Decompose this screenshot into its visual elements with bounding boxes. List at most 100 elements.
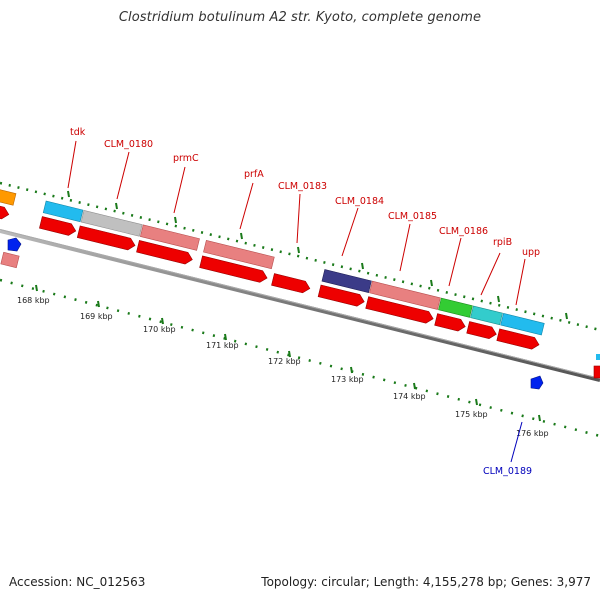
- feature-clm-0180[interactable]: [80, 209, 143, 237]
- outer-tick: [361, 262, 364, 270]
- inner-tick: [538, 414, 541, 422]
- leader-clm-0185: [399, 223, 411, 272]
- gene-label-clm-0180[interactable]: CLM_0180: [104, 139, 153, 150]
- gene-label-clm-0186[interactable]: CLM_0186: [439, 226, 488, 237]
- genes-label: Genes:: [510, 575, 553, 589]
- cds-arrow-clm-0184[interactable]: [317, 284, 366, 308]
- cds-arrow-clm-0185[interactable]: [365, 296, 435, 325]
- inner-tick: [288, 350, 291, 358]
- length-label: Length:: [373, 575, 420, 589]
- kbp-label-170: 170 kbp: [143, 325, 176, 334]
- feature-clm-0186[interactable]: [438, 297, 473, 318]
- feature-edge-right-cyan[interactable]: [596, 354, 600, 360]
- kbp-label-168: 168 kbp: [17, 296, 50, 305]
- inner-dotted-scale: [0, 278, 600, 438]
- topology-value: circular: [321, 575, 366, 589]
- kbp-label-169: 169 kbp: [80, 312, 113, 321]
- genome-title: Clostridium botulinum A2 str. Kyoto, com…: [118, 10, 482, 25]
- leader-prmc: [173, 166, 186, 214]
- topology-label: Topology:: [261, 575, 318, 589]
- gene-label-clm-0189[interactable]: CLM_0189: [483, 466, 532, 477]
- gene-label-clm-0185[interactable]: CLM_0185: [388, 211, 437, 222]
- genome-backbone-highlight: [0, 229, 600, 379]
- gene-label-tdk[interactable]: tdk: [70, 127, 86, 138]
- outer-dotted-scale: [0, 181, 600, 332]
- feature-clm-0189[interactable]: [530, 375, 544, 390]
- genes-value: 3,977: [556, 575, 591, 589]
- gene-label-upp[interactable]: upp: [522, 247, 540, 258]
- inner-tick: [97, 300, 100, 308]
- kbp-label-175: 175 kbp: [455, 410, 488, 419]
- feature-prmc[interactable]: [139, 224, 200, 251]
- outer-tick: [297, 246, 300, 254]
- leader-rpib: [480, 252, 501, 296]
- genome-stats: Topology: circular; Length: 4,155,278 bp…: [261, 575, 591, 589]
- outer-tick: [115, 202, 118, 210]
- leader-clm-0180: [116, 151, 130, 200]
- feature-upp[interactable]: [500, 313, 545, 336]
- inner-tick: [35, 284, 38, 292]
- kbp-scale-labels: 168 kbp 169 kbp 170 kbp 171 kbp 172 kbp …: [17, 296, 549, 438]
- kbp-label-176: 176 kbp: [516, 429, 549, 438]
- length-value: 4,155,278 bp: [422, 575, 503, 589]
- feature-rpib[interactable]: [470, 305, 503, 326]
- outer-tick: [430, 279, 433, 287]
- minus-strand-feature-left[interactable]: [7, 237, 22, 252]
- inner-tick-marks: [35, 284, 541, 422]
- kbp-label-171: 171 kbp: [206, 341, 239, 350]
- cds-arrow-prfa[interactable]: [199, 255, 269, 284]
- leader-clm-0189: [510, 421, 523, 463]
- kbp-label-173: 173 kbp: [331, 375, 364, 384]
- inner-tick: [475, 398, 478, 406]
- leader-prfa: [239, 182, 254, 230]
- accession-label: Accession:: [9, 575, 73, 589]
- accession-info: Accession: NC_012563: [9, 575, 145, 589]
- feature-edge-right[interactable]: [593, 365, 600, 379]
- cds-arrow-clm-0183[interactable]: [271, 273, 312, 295]
- inner-tick: [224, 333, 227, 341]
- cds-arrow-prmc[interactable]: [136, 240, 194, 265]
- kbp-label-174: 174 kbp: [393, 392, 426, 401]
- gene-labels: tdk CLM_0180 prmC prfA CLM_0183 CLM_0184…: [70, 127, 540, 477]
- leader-clm-0186: [448, 237, 462, 287]
- leader-clm-0184: [341, 207, 359, 257]
- leader-clm-0183: [296, 193, 301, 244]
- genome-backbone: [0, 229, 600, 382]
- gene-label-rpib[interactable]: rpiB: [493, 237, 512, 248]
- gene-label-clm-0184[interactable]: CLM_0184: [335, 196, 384, 207]
- outer-tick-marks: [67, 190, 568, 320]
- inner-tick: [350, 366, 353, 374]
- gene-label-clm-0183[interactable]: CLM_0183: [278, 181, 327, 192]
- feature-track-upper: [0, 185, 545, 336]
- outer-tick: [565, 312, 568, 320]
- cds-arrow-tdk[interactable]: [39, 216, 77, 237]
- outer-tick: [240, 232, 243, 240]
- cds-arrow[interactable]: [0, 200, 10, 220]
- stats-separator: ;: [502, 575, 508, 589]
- kbp-label-172: 172 kbp: [268, 357, 301, 366]
- cds-arrow-clm-0186[interactable]: [434, 313, 467, 333]
- accession-value: NC_012563: [76, 575, 146, 589]
- cds-arrow-clm-0180[interactable]: [76, 225, 136, 251]
- inner-tick: [413, 382, 416, 390]
- cds-arrow-upp[interactable]: [496, 328, 541, 351]
- outer-tick: [497, 295, 500, 303]
- cds-track: [0, 200, 541, 351]
- stats-separator: ;: [365, 575, 370, 589]
- leader-tdk: [67, 140, 77, 189]
- minus-strand-feature-pink[interactable]: [0, 251, 20, 269]
- leader-upp: [515, 258, 526, 306]
- feature-prfa[interactable]: [203, 240, 275, 270]
- gene-label-prmc[interactable]: prmC: [173, 153, 199, 164]
- gene-label-prfa[interactable]: prfA: [244, 169, 264, 180]
- feature-clm-0184[interactable]: [321, 269, 372, 293]
- outer-tick: [67, 190, 70, 198]
- feature-orange[interactable]: [0, 185, 17, 206]
- outer-tick: [174, 216, 177, 224]
- cds-arrow-rpib[interactable]: [466, 321, 498, 341]
- feature-tdk[interactable]: [42, 200, 84, 223]
- inner-tick: [161, 317, 164, 325]
- feature-clm-0185[interactable]: [369, 280, 441, 310]
